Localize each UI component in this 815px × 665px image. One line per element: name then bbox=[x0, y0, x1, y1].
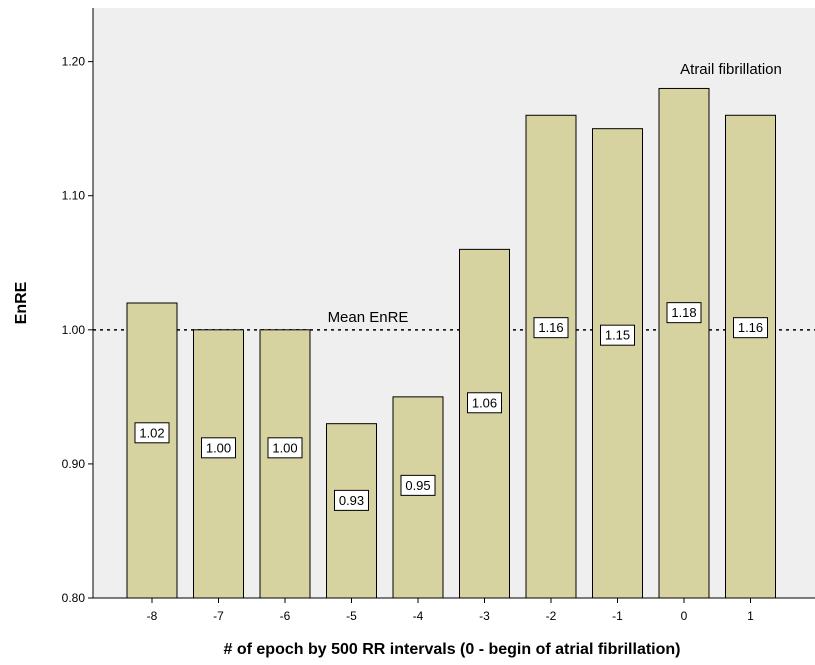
x-tick-label: -7 bbox=[213, 609, 224, 623]
data-label--5: 0.93 bbox=[339, 493, 364, 508]
data-labels-group: 1.02 1.00 1.00 0.93 0.95 1.06 1.16 1.15 1.18 1.16 bbox=[134, 302, 768, 511]
data-label-box-0 bbox=[666, 302, 702, 324]
bar--1 bbox=[592, 128, 643, 599]
y-axis-title: EnRE bbox=[13, 281, 30, 324]
data-label-box--2 bbox=[533, 317, 569, 339]
data-label--2: 1.16 bbox=[538, 320, 563, 335]
x-tick-label: -6 bbox=[280, 609, 291, 623]
data-label--6: 1.00 bbox=[272, 440, 297, 455]
data-label-box--1 bbox=[600, 324, 635, 346]
bars-group bbox=[126, 87, 776, 599]
x-tick-label: -5 bbox=[346, 609, 357, 623]
x-tick-label: -8 bbox=[147, 609, 158, 623]
bar--8 bbox=[126, 302, 178, 599]
bar--3 bbox=[459, 248, 510, 599]
y-tick-label: 1.10 bbox=[62, 189, 86, 203]
bar--7 bbox=[193, 329, 244, 599]
data-label--4: 0.95 bbox=[405, 478, 430, 493]
x-tick-label: 0 bbox=[681, 609, 688, 623]
x-tick-label: -4 bbox=[413, 609, 424, 623]
x-tick-label: -2 bbox=[546, 609, 557, 623]
y-tick-label: 1.00 bbox=[62, 323, 86, 337]
reference-line-label: Mean EnRE bbox=[328, 309, 409, 326]
bar-0 bbox=[658, 87, 710, 599]
bar--6 bbox=[259, 329, 311, 599]
x-ticks-group: -8 -7 -6 -5 -4 -3 -2 -1 0 1 bbox=[147, 598, 754, 623]
bar--2 bbox=[525, 114, 577, 599]
bar-1 bbox=[725, 114, 776, 599]
data-label-box--6 bbox=[267, 437, 303, 459]
y-ticks-group: 0.80 0.90 1.00 1.10 1.20 bbox=[62, 55, 93, 605]
y-tick-label: 1.20 bbox=[62, 55, 86, 69]
bar--4 bbox=[392, 396, 444, 599]
x-axis-title: # of epoch by 500 RR intervals (0 - begi… bbox=[224, 641, 681, 658]
data-label-box--4 bbox=[400, 474, 436, 496]
data-label-box-1 bbox=[733, 317, 768, 339]
x-tick-label: -3 bbox=[479, 609, 490, 623]
data-label--1: 1.15 bbox=[605, 328, 630, 343]
x-tick-label: -1 bbox=[612, 609, 623, 623]
data-label-box--3 bbox=[467, 392, 502, 414]
data-label-box--8 bbox=[134, 422, 170, 444]
data-label-box--5 bbox=[334, 489, 369, 511]
data-label--3: 1.06 bbox=[472, 395, 497, 410]
data-label-1: 1.16 bbox=[738, 320, 763, 335]
atrial-fibrillation-annotation: Atrail fibrillation bbox=[680, 61, 782, 78]
data-label-0: 1.18 bbox=[671, 305, 696, 320]
y-tick-label: 0.80 bbox=[62, 591, 86, 605]
y-tick-label: 0.90 bbox=[62, 457, 86, 471]
data-label--7: 1.00 bbox=[206, 440, 231, 455]
data-label-box--7 bbox=[201, 437, 236, 459]
x-tick-label: 1 bbox=[747, 609, 754, 623]
data-label--8: 1.02 bbox=[139, 425, 164, 440]
